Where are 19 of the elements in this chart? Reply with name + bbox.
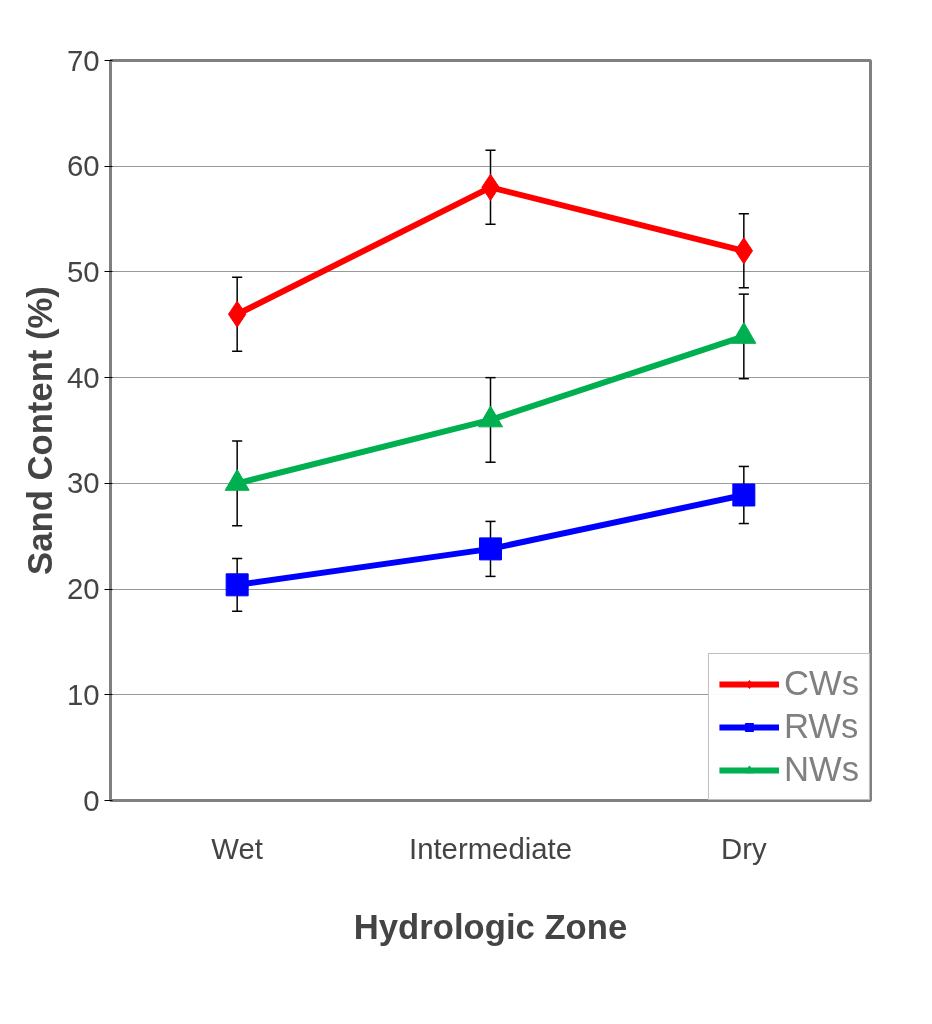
- point: [732, 483, 756, 507]
- y-tick-label: 40: [66, 360, 100, 394]
- y-tick-label: 60: [66, 149, 100, 183]
- x-tick-label: Dry: [721, 831, 767, 865]
- y-tick-label: 20: [66, 572, 100, 606]
- point: [225, 573, 249, 597]
- point: [479, 537, 502, 561]
- y-tick-label: 10: [66, 677, 100, 711]
- x-tick-label: Wet: [211, 831, 263, 865]
- legend-label: NWs: [783, 750, 859, 789]
- y-tick-label: 70: [66, 43, 100, 77]
- x-tick-label: Intermediate: [408, 831, 573, 865]
- y-tick-label: 50: [66, 254, 100, 288]
- legend-label: RWs: [783, 707, 859, 746]
- legend-label: CWs: [783, 664, 859, 703]
- x-axis-title: Hydrologic Zone: [353, 907, 628, 946]
- y-tick-label: 0: [83, 783, 100, 817]
- y-tick-label: 30: [66, 466, 100, 500]
- y-axis-title: Sand Content (%): [20, 286, 59, 575]
